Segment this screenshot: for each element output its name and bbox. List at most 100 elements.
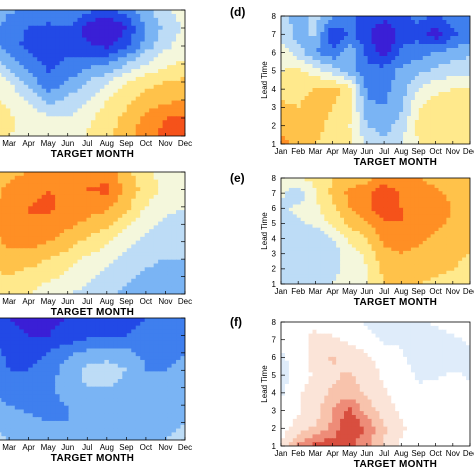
contour-cell [300,191,306,196]
contour-cell [292,140,298,144]
contour-cell [5,187,11,192]
contour-cell [86,112,92,117]
contour-cell [131,217,137,223]
contour-cell [167,100,173,106]
contour-cell [458,108,463,113]
contour-cell [462,60,467,65]
contour-cell [135,267,141,272]
contour-cell [117,61,123,66]
contour-cell [81,84,88,90]
contour-cell [399,20,404,25]
contour-cell [1,132,7,136]
contour-cell [28,65,34,70]
contour-cell [367,181,373,186]
contour-cell [0,206,2,211]
contour-cell [355,60,361,65]
contour-cell [296,128,302,133]
contour-cell [90,259,97,265]
contour-cell [131,69,137,74]
contour-cell [176,128,182,133]
contour-cell [158,286,164,291]
contour-cell [77,263,83,268]
contour-cell [383,132,388,137]
contour-cell [46,175,52,181]
contour-cell [28,172,34,177]
contour-cell [434,40,440,45]
contour-cell [351,76,357,81]
contour-cell [64,255,70,261]
contour-cell [149,13,155,19]
contour-cell [281,64,286,69]
contour-cell [442,178,447,182]
contour-cell [14,29,20,35]
contour-cell [418,92,424,97]
contour-cell [55,25,61,31]
contour-cell [149,69,155,74]
contour-cell [64,248,70,253]
contour-cell [0,13,2,19]
contour-cell [300,28,306,33]
contour-cell [442,100,447,105]
contour-cell [113,255,119,261]
contour-cell [308,72,314,77]
contour-cell [375,178,381,182]
contour-cell [131,198,137,204]
contour-cell [99,274,105,280]
contour-cell [32,37,38,43]
contour-cell [131,236,137,242]
contour-cell [23,175,29,181]
contour-cell [395,112,400,117]
contour-cell [446,96,451,101]
contour-cell [153,202,159,207]
x-tick-label: Mar [2,139,16,148]
contour-cell [324,120,329,125]
contour-cell [153,233,159,238]
contour-cell [158,29,164,35]
contour-cell [158,21,164,27]
contour-cell [153,49,159,54]
contour-cell [23,65,29,70]
contour-cell [288,80,294,85]
contour-cell [153,65,159,70]
contour-cell [414,108,420,113]
contour-cell [367,100,373,105]
contour-cell [28,104,34,110]
contour-cell [122,179,128,185]
x-axis-title: TARGET MONTH [51,149,134,160]
contour-cell [344,28,349,33]
contour-cell [32,53,38,58]
contour-cell [77,33,83,39]
contour-cell [59,25,65,31]
contour-cell [135,271,141,276]
contour-cell [176,229,182,234]
contour-cell [180,116,185,121]
contour-cell [414,140,420,144]
contour-cell [37,108,43,113]
contour-cell [304,32,310,37]
contour-cell [99,244,105,249]
contour-cell [77,120,83,125]
contour-cell [99,217,105,223]
contour-cell [5,37,11,43]
contour-cell [158,175,164,181]
x-tick-label: Nov [158,297,172,306]
contour-cell [162,240,168,246]
contour-cell [395,48,400,53]
contour-cell [149,286,155,291]
contour-cell [50,100,56,106]
contour-cell [99,282,105,287]
contour-cell [32,120,38,125]
contour-cell [367,92,373,97]
contour-cell [50,120,56,125]
contour-cell [383,181,388,186]
contour-cell [104,217,110,223]
contour-cell [171,244,177,249]
contour-cell [180,286,185,291]
contour-cell [434,136,440,141]
contour-cell [23,244,29,249]
x-tick-label: Jul [82,297,92,306]
contour-cell [383,136,388,141]
contour-cell [422,84,428,89]
contour-cell [0,244,2,249]
contour-cell [37,10,43,15]
